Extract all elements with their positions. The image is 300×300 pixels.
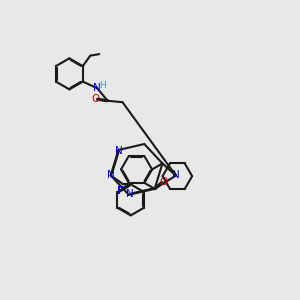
Text: N: N [107,170,115,180]
Text: O: O [160,177,168,187]
Text: N: N [126,189,134,199]
Text: N: N [115,146,122,156]
Text: F: F [117,186,124,196]
Text: H: H [99,81,106,90]
Text: O: O [91,94,100,104]
Text: N: N [172,170,180,180]
Text: N: N [93,83,101,93]
